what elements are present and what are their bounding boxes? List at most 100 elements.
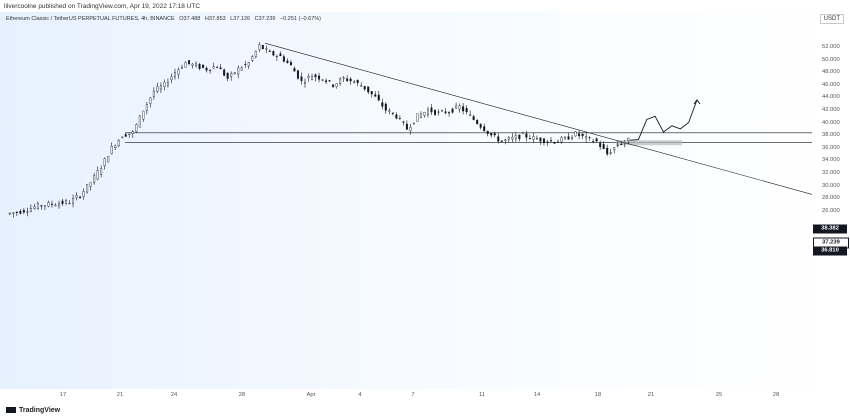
candle-body (592, 141, 595, 143)
candle-body (434, 109, 437, 115)
candle-body (349, 78, 352, 82)
candle-body (602, 144, 605, 149)
candle-body (303, 81, 306, 84)
candle-body (33, 206, 36, 209)
candle-body (230, 72, 233, 77)
chart-area[interactable] (0, 12, 850, 404)
time-axis-label: 25 (715, 392, 723, 398)
candle-body (542, 138, 545, 143)
candle-body (177, 69, 180, 75)
candle-body (96, 170, 99, 180)
candle-body (381, 102, 384, 107)
ohlc-high: H37.853 (204, 16, 226, 22)
demand-zone (616, 140, 682, 146)
candle-body (212, 66, 215, 69)
projected-path (629, 99, 698, 141)
candle-body (367, 86, 370, 93)
candle-body (514, 135, 517, 140)
candle-body (525, 133, 528, 138)
footer-brand: TradingView (19, 407, 61, 414)
candle-body (233, 72, 236, 75)
candle-body (623, 141, 626, 144)
candle-body (528, 138, 531, 140)
price-plot[interactable] (0, 12, 812, 389)
tradingview-footer[interactable]: TradingView (6, 407, 60, 414)
candle-body (79, 196, 82, 198)
candle-body (61, 200, 64, 204)
candle-body (595, 138, 598, 142)
price-axis-label: 42.000 (822, 107, 840, 113)
candle-body (356, 80, 359, 83)
candle-body (430, 107, 433, 113)
time-axis-label: 17 (59, 392, 67, 398)
candle-body (166, 82, 169, 86)
candle-body (441, 110, 444, 112)
candle-body (145, 104, 148, 111)
candle-body (240, 67, 243, 71)
resistance-price-tag: 38.382 (813, 224, 847, 234)
time-axis-label: 28 (772, 392, 780, 398)
price-axis-label: 50.000 (822, 56, 840, 63)
candle-body (173, 72, 176, 77)
candle-body (279, 53, 282, 57)
candle-body (296, 70, 299, 79)
candle-body (237, 67, 240, 75)
time-axis-label: 7 (411, 392, 415, 398)
candle-body (219, 67, 222, 70)
descending-trendline (264, 42, 812, 195)
time-axis-label: 28 (238, 392, 246, 398)
candle-body (209, 69, 212, 71)
candle-body (412, 122, 415, 125)
candle-body (504, 139, 507, 142)
price-axis-label: 28.000 (822, 195, 840, 202)
candle-body (511, 136, 514, 140)
candle-body (82, 191, 85, 197)
time-axis-label: 11 (478, 392, 486, 398)
price-axis-label: 48.000 (822, 69, 840, 76)
candle-body (395, 114, 398, 119)
candle-body (507, 137, 510, 140)
candle-body (152, 90, 155, 97)
candle-body (170, 76, 173, 81)
candle-body (216, 67, 219, 69)
candle-body (205, 67, 208, 71)
time-axis[interactable] (0, 389, 812, 404)
candle-body (539, 137, 542, 142)
candle-body (325, 80, 328, 83)
candle-body (142, 110, 145, 120)
candle-body (26, 211, 29, 213)
candle-body (40, 205, 43, 207)
candle-body (469, 114, 472, 116)
candle-body (22, 210, 25, 213)
candle-body (613, 147, 616, 151)
candle-body (12, 212, 15, 214)
currency-button[interactable]: USDT (819, 14, 844, 24)
candle-body (93, 175, 96, 183)
candle-body (616, 144, 619, 146)
projection-arrow-icon (693, 99, 701, 105)
candle-body (483, 126, 486, 132)
candle-body (479, 124, 482, 128)
candle-body (307, 75, 310, 78)
candle-body (184, 62, 187, 68)
candle-body (500, 140, 503, 142)
candle-body (258, 44, 261, 50)
candle-body (100, 168, 103, 175)
candle-body (72, 198, 75, 204)
candle-body (377, 94, 380, 101)
candle-body (19, 211, 22, 214)
candle-body (476, 119, 479, 125)
candle-body (419, 113, 422, 118)
candle-body (402, 121, 405, 123)
candle-body (335, 83, 338, 87)
candle-body (588, 137, 591, 139)
time-axis-label: Apr (306, 392, 316, 398)
price-axis-label: 52.000 (822, 44, 840, 50)
candle-body (360, 85, 363, 87)
candle-body (564, 136, 567, 140)
candle-body (110, 145, 113, 155)
price-axis[interactable] (812, 12, 850, 404)
candle-body (560, 137, 563, 143)
candle-body (47, 202, 50, 207)
candle-body (490, 132, 493, 136)
